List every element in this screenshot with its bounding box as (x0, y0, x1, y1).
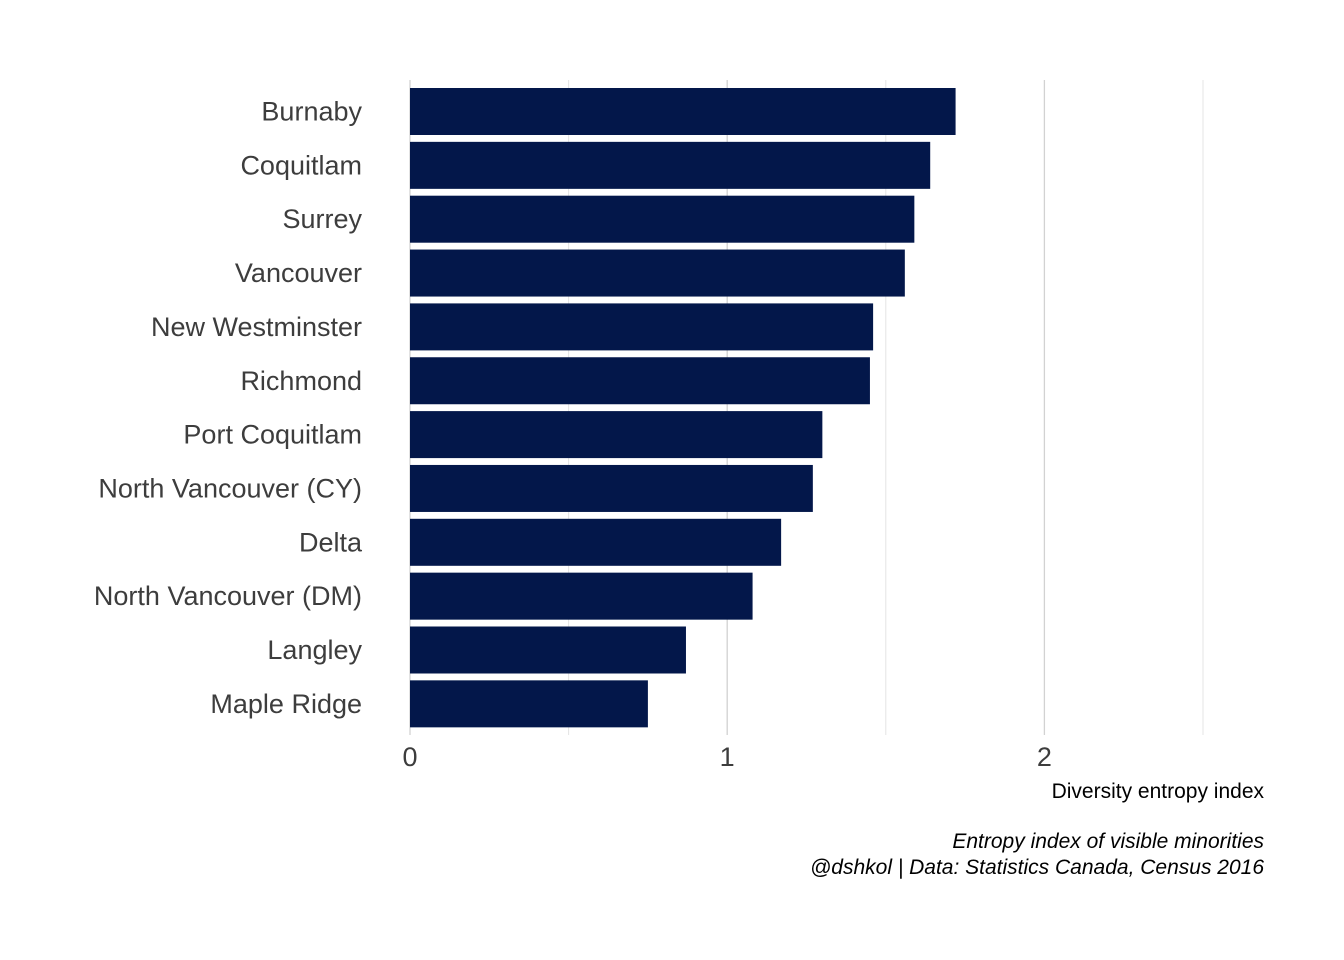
bar (410, 303, 874, 351)
bar (410, 464, 813, 512)
category-label: Richmond (240, 366, 362, 396)
caption-line-2: @dshkol | Data: Statistics Canada, Censu… (810, 856, 1264, 879)
category-label: Delta (299, 527, 363, 557)
bar (410, 572, 753, 620)
gridlines (409, 80, 1204, 735)
x-tick-label: 1 (720, 742, 735, 772)
category-label: Surrey (282, 204, 362, 234)
category-label: Burnaby (261, 97, 362, 127)
bar (410, 680, 648, 728)
x-axis-title: Diversity entropy index (1052, 780, 1265, 803)
caption-line-1: Entropy index of visible minorities (952, 830, 1264, 853)
category-label: Langley (267, 635, 362, 665)
category-label: Maple Ridge (210, 689, 362, 719)
bar (410, 195, 915, 243)
x-tick-label: 2 (1037, 742, 1052, 772)
bar (410, 88, 956, 135)
category-label: Coquitlam (240, 150, 362, 180)
bar (410, 518, 782, 566)
bar (410, 357, 870, 405)
x-tick-labels: 0 1 2 (402, 742, 1051, 772)
bar (410, 626, 686, 674)
category-labels: Burnaby Coquitlam Surrey Vancouver New Westm… (94, 97, 363, 719)
category-label: North Vancouver (DM) (94, 581, 362, 611)
bars (410, 88, 956, 728)
x-tick-label: 0 (402, 742, 417, 772)
category-label: North Vancouver (CY) (98, 473, 362, 503)
bar (410, 411, 823, 459)
category-label: Port Coquitlam (183, 420, 362, 450)
category-label: New Westminster (151, 312, 362, 342)
category-label: Vancouver (235, 258, 362, 288)
bar (410, 141, 931, 189)
bar (410, 249, 905, 297)
